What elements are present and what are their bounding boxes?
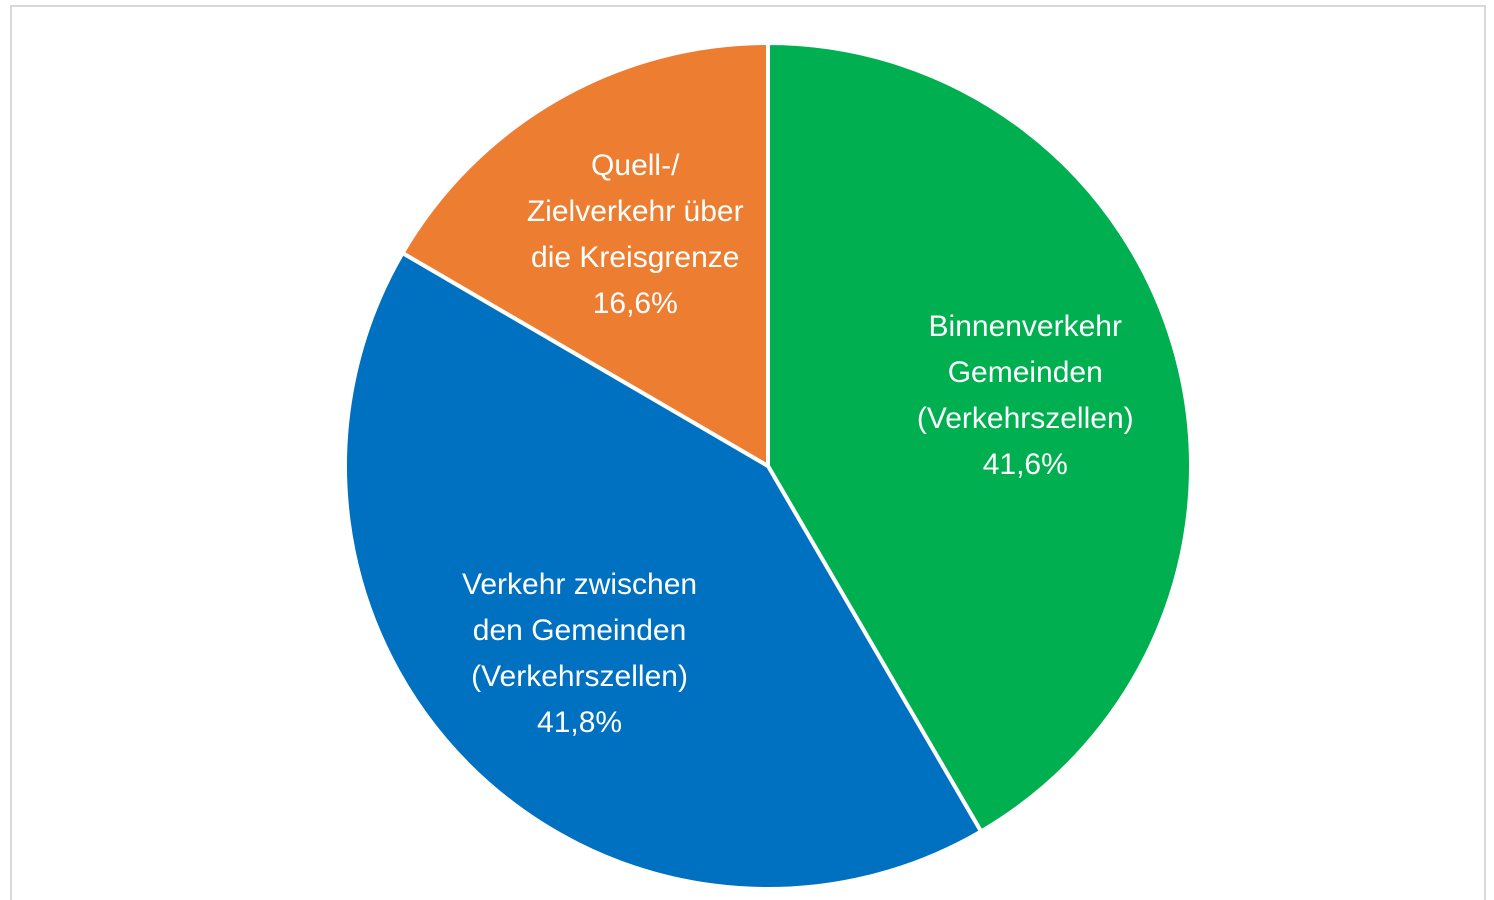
category-label: Verkehr zwischen den Gemeinden (Verkehrs… (462, 568, 698, 694)
category-label: Binnenverkehr Gemeinden (Verkehrszellen) (916, 310, 1134, 436)
slice-label: Quell-/ Zielverkehr über die Kreisgrenze… (527, 143, 744, 327)
value-label: 41,6% (982, 448, 1068, 482)
chart-frame (10, 5, 1486, 900)
slice-label: Binnenverkehr Gemeinden (Verkehrszellen)… (917, 304, 1134, 488)
pie-slice (400, 41, 770, 468)
slice-label: Verkehr zwischen den Gemeinden (Verkehrs… (462, 562, 697, 746)
value-label: 41,8% (537, 706, 623, 740)
value-label: 16,6% (592, 286, 678, 320)
pie-slice (766, 41, 1193, 834)
category-label: Quell-/ Zielverkehr über die Kreisgrenze (526, 148, 744, 274)
pie-slice (343, 250, 984, 891)
